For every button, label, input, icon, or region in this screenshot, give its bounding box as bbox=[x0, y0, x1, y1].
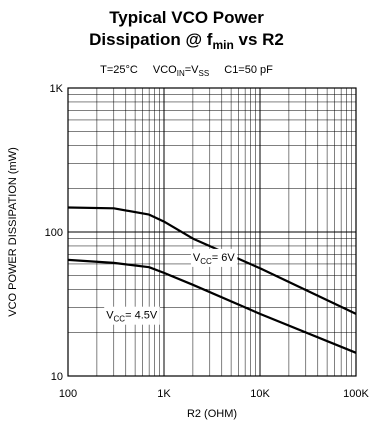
y-tick-label: 10 bbox=[51, 371, 63, 383]
title-subscript: min bbox=[212, 38, 234, 52]
y-tick-labels: 10 100 1K bbox=[45, 83, 64, 383]
x-tick-label: 1K bbox=[157, 388, 171, 400]
plot-frame bbox=[67, 87, 357, 377]
x-tick-labels: 100 1K 10K 100K bbox=[59, 388, 370, 400]
series-label: VCC= 4.5V bbox=[106, 310, 158, 324]
x-tick-label: 100K bbox=[343, 388, 369, 400]
title-tail: vs R2 bbox=[233, 30, 284, 49]
grid bbox=[67, 88, 356, 377]
series-labels: VCC= 6V VCC= 4.5V bbox=[104, 248, 238, 325]
y-axis-label: VCO POWER DISSIPATION (mW) bbox=[7, 147, 19, 316]
series-curves bbox=[67, 206, 357, 354]
series-line bbox=[67, 258, 357, 354]
condition-vco-input: VCOIN=VSS bbox=[152, 64, 210, 78]
condition-temperature: T=25°C bbox=[100, 64, 138, 76]
series-line bbox=[67, 206, 357, 315]
y-tick-label: 1K bbox=[50, 83, 64, 95]
x-tick-label: 10K bbox=[250, 388, 270, 400]
y-tick-label: 100 bbox=[45, 227, 63, 239]
condition-capacitance: C1=50 pF bbox=[224, 64, 273, 76]
x-tick-label: 100 bbox=[59, 388, 77, 400]
series-label-background bbox=[104, 306, 160, 325]
chart-title-line1: Typical VCO Power bbox=[109, 8, 264, 27]
series-label-background bbox=[190, 248, 238, 267]
test-conditions: T=25°C VCOIN=VSS C1=50 pF bbox=[0, 64, 373, 78]
chart-title-line2: Dissipation @ fmin vs R2 bbox=[0, 30, 373, 52]
series-label: VCC= 6V bbox=[193, 252, 236, 266]
x-axis-label: R2 (OHM) bbox=[187, 408, 237, 420]
title-main: Dissipation @ f bbox=[89, 30, 213, 49]
